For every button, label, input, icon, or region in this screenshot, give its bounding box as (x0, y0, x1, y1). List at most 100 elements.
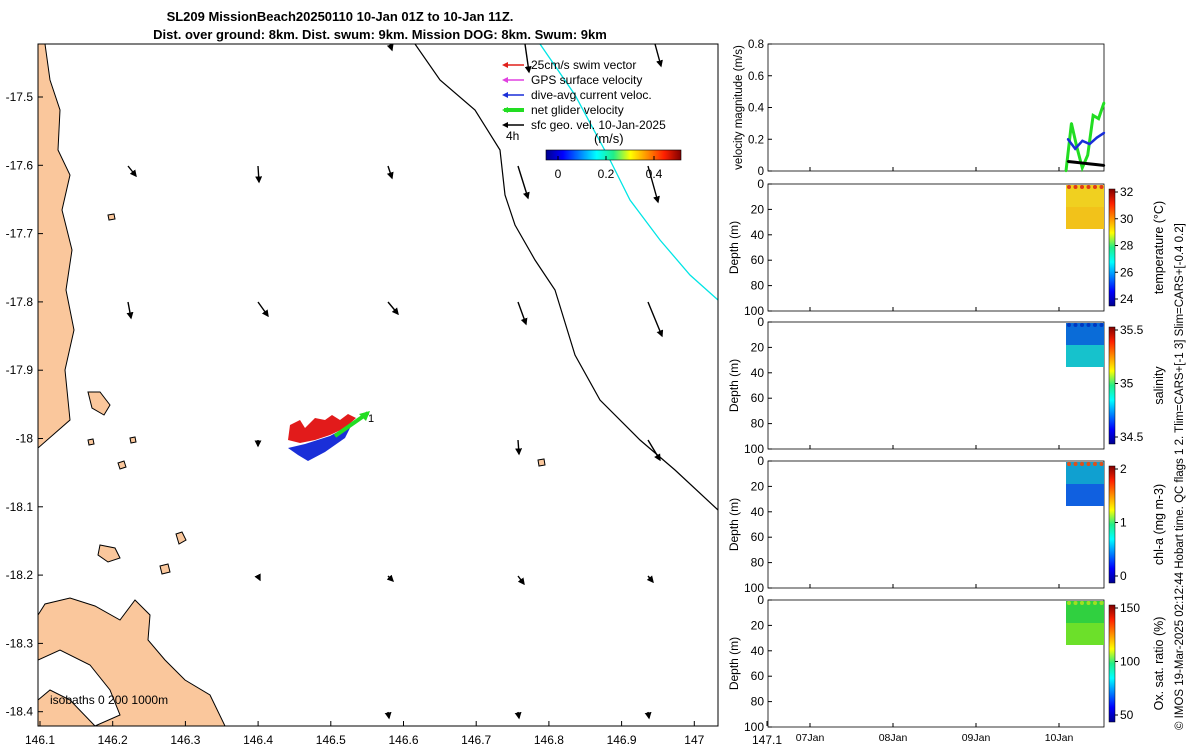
velocity-y-tick-label: 0.6 (748, 71, 764, 83)
chla-y-tick-label: 60 (751, 530, 765, 544)
island (175, 531, 187, 545)
geo-velocity-arrow (514, 711, 522, 720)
velocity-series-point (1095, 163, 1099, 166)
chla-profile-sample (1099, 462, 1104, 466)
oxygen-axes (767, 599, 1105, 728)
chla-y-tick-label: 80 (751, 556, 765, 570)
chla-profile-sample (1067, 462, 1071, 466)
map-x-tick-label: 146.9 (607, 733, 637, 747)
oxygen-y-label: Depth (m) (727, 637, 741, 690)
velocity-series-point (1074, 161, 1077, 164)
oxygen-colorbar (1108, 604, 1116, 723)
map-y-ticks: -17.5 -17.6 -17.7 -17.8 -17.9 -18 -18.1 -18.2 -1… (6, 90, 43, 719)
legend-duration: 4h (506, 129, 519, 143)
velocity-series-point (1102, 164, 1106, 167)
geo-velocity-arrow (517, 301, 528, 326)
legend-entry: net glider velocity (531, 103, 624, 117)
chla-profile-sample (1093, 462, 1097, 466)
geo-velocity-arrow (254, 573, 261, 582)
velocity-series-point (1064, 169, 1068, 173)
oxygen-profile-sample (1099, 601, 1104, 605)
velocity-series-point (1074, 147, 1077, 150)
oxygen-y-tick-label: 40 (751, 644, 765, 658)
isobaths-label: isobaths 0 200 1000m (50, 693, 168, 707)
temperature-colorbar-tick-label: 26 (1120, 265, 1134, 279)
velocity-y-tick-label: 0 (758, 166, 764, 178)
geo-velocity-arrow (647, 165, 660, 204)
legend-swatch-head (502, 92, 508, 98)
salinity-profile-sample (1099, 323, 1104, 327)
temperature-profile-sample (1093, 185, 1097, 189)
velocity-series-point (1095, 136, 1099, 139)
oxygen-colorbar-label: Ox. sat. ratio (%) (1152, 617, 1166, 711)
geo-velocity-arrow (126, 301, 134, 320)
salinity-profile-sample (1073, 323, 1078, 327)
salinity-colorbar-tick-label: 35.5 (1120, 323, 1144, 337)
oxygen-profile-upper (1066, 601, 1104, 623)
legend-entry: GPS surface velocity (531, 73, 642, 87)
map-x-ticks: 146.1 146.2 146.3 146.4 146.5 146.6 146.7 146.8… (25, 721, 782, 747)
legend-entry: sfc geo. vel. 10-Jan-2025 (531, 118, 666, 132)
map-x-tick-label: 146.8 (534, 733, 564, 747)
map-x-tick-label: 146.2 (98, 733, 128, 747)
chla-profile-sample (1080, 462, 1084, 466)
legend-swatch-head (502, 107, 508, 113)
chla-profile-upper (1066, 462, 1104, 484)
temperature-colorbar-tick-label: 24 (1120, 292, 1134, 306)
velocity-y-tick-label: 0.8 (748, 39, 764, 51)
map-frame (37, 43, 719, 727)
island (117, 460, 127, 470)
salinity-y-tick-label: 80 (751, 417, 765, 431)
velocity-series-point (1086, 153, 1089, 157)
velocity-y-tick-label: 0.2 (748, 134, 764, 146)
map-y-tick-label: -17.8 (6, 295, 34, 309)
temperature-axes (767, 183, 1105, 312)
map-x-tick-label: 146.7 (461, 733, 491, 747)
map-y-tick-label: -17.9 (6, 363, 34, 377)
island (97, 544, 121, 563)
geo-velocity-arrow (384, 711, 392, 720)
map-x-tick-label: 146.4 (243, 733, 273, 747)
temperature-profile-sample (1099, 185, 1104, 189)
velocity-axes (767, 43, 1105, 172)
geo-velocity-arrow (515, 439, 523, 456)
velocity-series-line (1067, 131, 1105, 151)
velocity-series-point (1081, 166, 1084, 170)
map-x-tick-label: 146.3 (170, 733, 200, 747)
geo-velocity-arrow (517, 575, 525, 586)
temperature-y-tick-label: 60 (751, 253, 765, 267)
speed-colorbar-tick-label: 0.4 (646, 167, 663, 181)
island (107, 213, 116, 221)
temperature-y-tick-label: 20 (751, 202, 765, 216)
legend-swatch-head (502, 77, 508, 83)
map-y-tick-label: -18.3 (6, 636, 34, 650)
geo-velocity-arrow (517, 165, 530, 200)
temperature-profile-sample (1080, 185, 1084, 189)
geo-velocity-arrow (647, 439, 661, 462)
isobath-200m (414, 44, 718, 511)
chla-y-tick-label: 0 (757, 454, 764, 468)
glider-number-label: 1 (368, 413, 374, 425)
map-y-tick-label: -18.4 (6, 705, 34, 719)
speed-colorbar-ticks: 0 0.2 0.4 (555, 156, 663, 181)
oxygen-profile-lower (1066, 623, 1104, 645)
chla-profile-sample (1073, 462, 1078, 466)
geo-velocity-arrow (386, 165, 394, 180)
temperature-y-tick-label: 100 (744, 304, 764, 318)
map-x-tick-label: 146.5 (316, 733, 346, 747)
temperature-profile-upper (1066, 185, 1104, 207)
time-tick-label: 09Jan (962, 732, 991, 744)
island (129, 436, 137, 444)
chla-y-tick-label: 20 (751, 479, 765, 493)
velocity-series-point (1066, 160, 1070, 163)
salinity-y-tick-label: 0 (757, 315, 764, 329)
sfc-geo-velocity-arrows (126, 44, 664, 720)
salinity-y-tick-label: 40 (751, 366, 765, 380)
geo-velocity-arrow (647, 301, 664, 338)
chla-y-label: Depth (m) (727, 498, 741, 551)
temperature-profile-sample (1073, 185, 1078, 189)
